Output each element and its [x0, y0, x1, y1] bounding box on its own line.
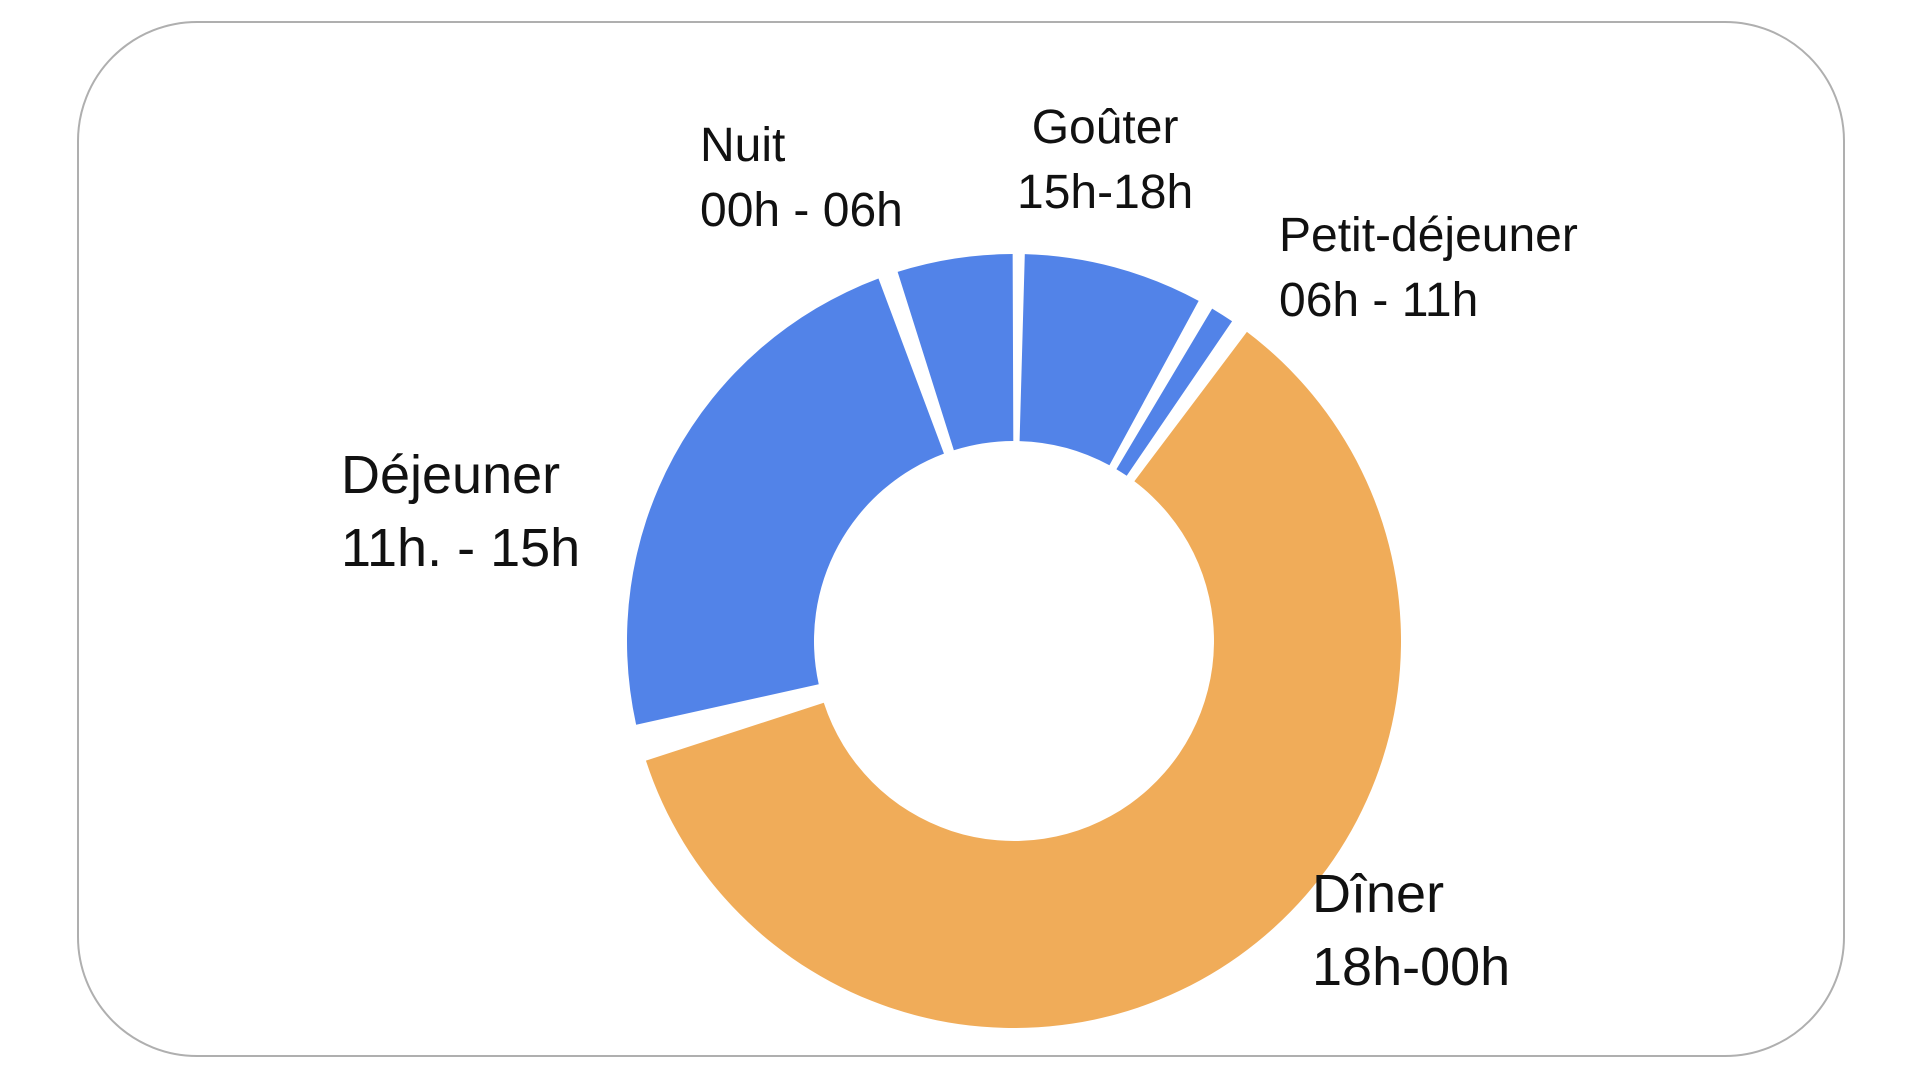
- label-nuit-hours: 00h - 06h: [700, 184, 903, 238]
- label-nuit: Nuit 00h - 06h: [700, 113, 903, 244]
- label-nuit-name: Nuit: [700, 119, 786, 172]
- donut-segment-diner: [645, 331, 1401, 1028]
- donut-segment-petit-dejeuner: [1116, 308, 1233, 476]
- label-petit-dejeuner: Petit-déjeuner 06h - 11h: [1279, 203, 1578, 334]
- meal-times-donut-chart: [627, 254, 1401, 1028]
- label-dejeuner-hours: 11h. - 15h: [341, 518, 581, 579]
- chart-card: Nuit 00h - 06h Goûter 15h-18h Petit-déje…: [77, 21, 1845, 1057]
- label-petit-dejeuner-hours: 06h - 11h: [1279, 274, 1479, 328]
- label-diner-name: Dîner: [1312, 864, 1445, 924]
- label-dejeuner: Déjeuner 11h. - 15h: [341, 439, 580, 586]
- label-diner-hours: 18h-00h: [1312, 937, 1511, 998]
- label-dejeuner-name: Déjeuner: [341, 445, 561, 505]
- label-gouter: Goûter 15h-18h: [1017, 95, 1193, 226]
- donut-segment-dejeuner: [627, 278, 944, 725]
- label-diner: Dîner 18h-00h: [1312, 858, 1510, 1005]
- label-gouter-name: Goûter: [1031, 101, 1179, 154]
- label-petit-dejeuner-name: Petit-déjeuner: [1279, 209, 1578, 262]
- donut-segment-nuit: [897, 254, 1014, 451]
- donut-segment-gouter: [1019, 254, 1199, 466]
- label-gouter-hours: 15h-18h: [1017, 166, 1194, 220]
